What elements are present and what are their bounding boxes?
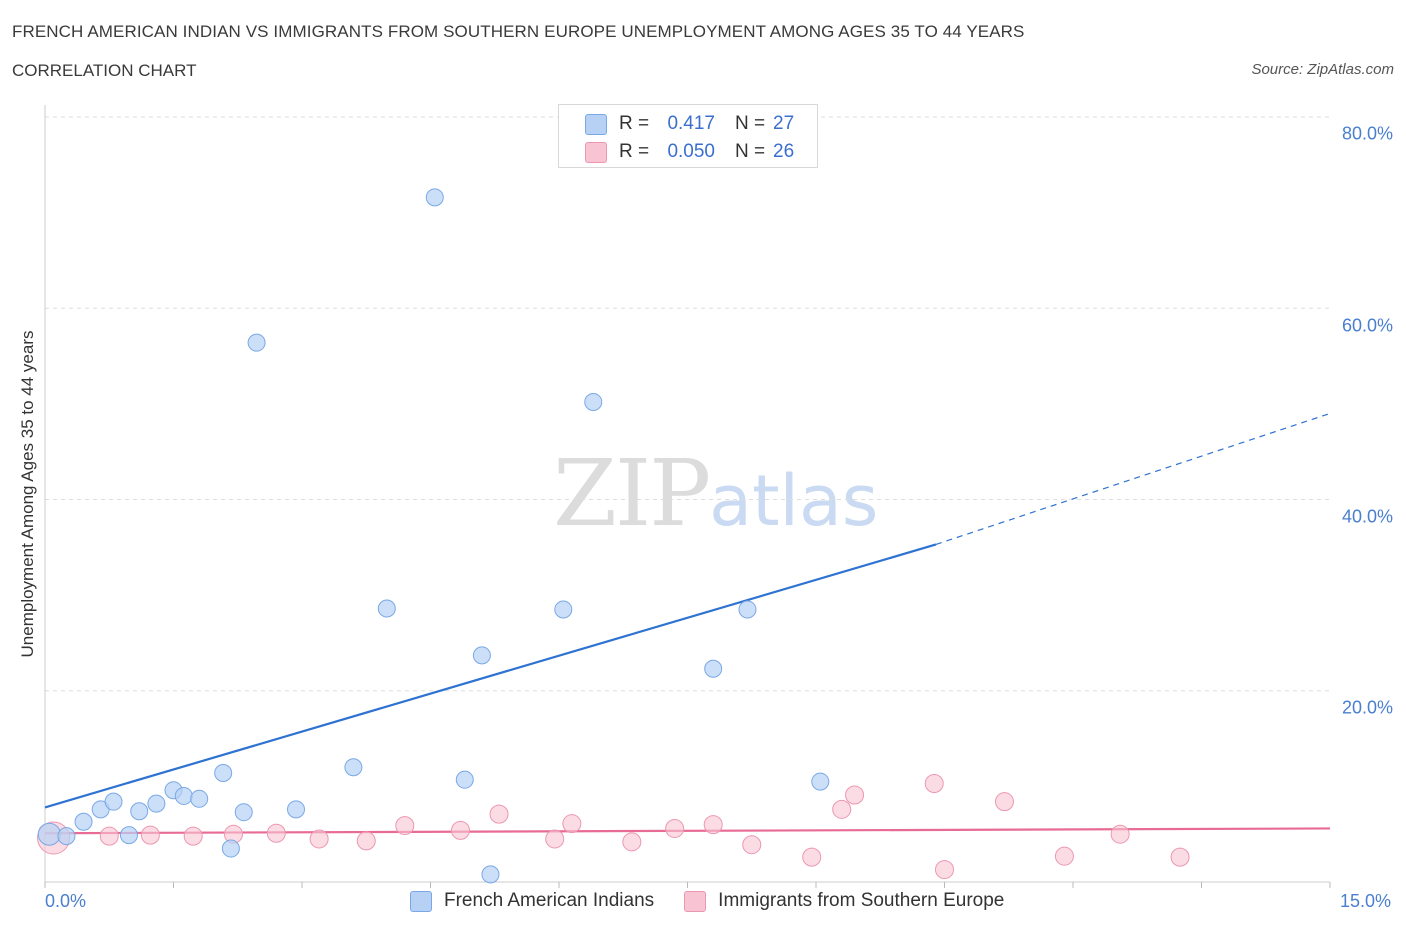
legend-swatch-blue xyxy=(410,890,432,912)
trend-line-french-american-indians xyxy=(44,543,937,809)
legend-swatch-pink xyxy=(585,141,607,163)
data-point-french-american-indians xyxy=(174,786,193,805)
data-point-immigrants-southern-europe xyxy=(395,816,415,836)
data-point-french-american-indians xyxy=(214,763,233,782)
data-point-french-american-indians xyxy=(234,803,253,822)
data-point-immigrants-southern-europe xyxy=(1110,824,1130,844)
watermark-zip: ZIP xyxy=(553,440,711,547)
data-point-immigrants-southern-europe xyxy=(665,818,685,838)
legend-row-series-2: R = 0.050 N = 26 xyxy=(585,140,794,164)
data-point-immigrants-southern-europe xyxy=(622,832,642,852)
x-tick-label: 0.0% xyxy=(45,891,87,911)
y-axis-label: Unemployment Among Ages 35 to 44 years xyxy=(18,330,37,658)
data-point-immigrants-southern-europe xyxy=(450,820,470,840)
data-point-french-american-indians xyxy=(37,822,61,846)
data-point-french-american-indians xyxy=(247,333,266,352)
data-point-immigrants-southern-europe xyxy=(832,799,852,819)
y-tick-label: 80.0% xyxy=(1341,123,1393,144)
data-point-french-american-indians xyxy=(704,659,723,678)
data-point-french-american-indians xyxy=(57,827,76,846)
data-point-french-american-indians xyxy=(738,600,757,619)
data-point-immigrants-southern-europe xyxy=(845,785,865,805)
y-tick-label: 40.0% xyxy=(1341,506,1393,527)
legend-item-french-american-indians[interactable]: French American Indians xyxy=(410,890,654,912)
legend-item-immigrants-southern-europe[interactable]: Immigrants from Southern Europe xyxy=(684,890,1004,912)
legend-n-value: 26 xyxy=(773,141,795,162)
data-point-french-american-indians xyxy=(472,646,491,665)
data-point-french-american-indians xyxy=(811,772,830,791)
data-point-french-american-indians xyxy=(377,599,396,618)
data-point-french-american-indians xyxy=(130,802,149,821)
data-point-immigrants-southern-europe xyxy=(356,831,376,851)
watermark: ZIPatlas xyxy=(553,440,878,547)
correlation-legend: R = 0.417 N = 27 R = 0.050 N = 26 xyxy=(558,104,818,168)
legend-swatch-pink xyxy=(684,890,707,912)
data-point-immigrants-southern-europe xyxy=(489,804,509,824)
data-point-french-american-indians xyxy=(74,812,93,831)
data-point-french-american-indians xyxy=(287,800,306,819)
chart-title: FRENCH AMERICAN INDIAN VS IMMIGRANTS FRO… xyxy=(12,22,1025,41)
data-point-french-american-indians xyxy=(344,758,363,777)
data-point-immigrants-southern-europe xyxy=(802,847,822,867)
data-point-immigrants-southern-europe xyxy=(545,829,565,849)
legend-series-name: Immigrants from Southern Europe xyxy=(718,890,1005,911)
y-tick-label: 20.0% xyxy=(1341,697,1393,718)
data-point-french-american-indians xyxy=(584,392,603,411)
data-point-french-american-indians xyxy=(119,826,138,845)
legend-n-label: N = xyxy=(735,113,766,134)
data-point-french-american-indians xyxy=(425,188,444,207)
legend-n-value: 27 xyxy=(773,113,795,134)
data-point-french-american-indians xyxy=(190,789,209,808)
source-label[interactable]: Source: ZipAtlas.com xyxy=(1251,61,1394,78)
data-point-immigrants-southern-europe xyxy=(1170,847,1190,867)
data-point-immigrants-southern-europe xyxy=(309,829,329,849)
data-point-immigrants-southern-europe xyxy=(935,860,954,880)
legend-row-series-1: R = 0.417 N = 27 xyxy=(585,112,794,136)
legend-r-label: R = xyxy=(619,113,650,134)
data-point-french-american-indians xyxy=(481,865,500,884)
x-tick-label: 15.0% xyxy=(1340,891,1392,911)
data-point-immigrants-southern-europe xyxy=(266,823,286,843)
data-point-french-american-indians xyxy=(455,770,474,789)
series-legend: French American Indians Immigrants from … xyxy=(410,890,1034,912)
data-point-immigrants-southern-europe xyxy=(924,774,944,794)
legend-r-value: 0.417 xyxy=(667,113,715,134)
data-point-immigrants-southern-europe xyxy=(562,814,582,834)
legend-series-name: French American Indians xyxy=(444,890,655,911)
chart-subtitle: CORRELATION CHART xyxy=(12,61,197,80)
legend-n-label: N = xyxy=(735,141,766,162)
data-point-french-american-indians xyxy=(554,600,573,619)
legend-swatch-blue xyxy=(585,113,607,135)
data-point-french-american-indians xyxy=(104,792,123,811)
data-point-french-american-indians xyxy=(221,839,240,858)
legend-r-label: R = xyxy=(619,141,650,162)
data-point-immigrants-southern-europe xyxy=(1054,846,1074,866)
trend-line-extension xyxy=(935,412,1331,546)
data-point-french-american-indians xyxy=(147,794,166,813)
data-point-immigrants-southern-europe xyxy=(183,826,203,846)
data-point-immigrants-southern-europe xyxy=(703,815,723,835)
y-tick-label: 60.0% xyxy=(1341,315,1393,336)
data-point-immigrants-southern-europe xyxy=(99,826,119,846)
data-point-immigrants-southern-europe xyxy=(994,792,1014,812)
legend-r-value: 0.050 xyxy=(667,141,715,162)
data-point-immigrants-southern-europe xyxy=(140,825,160,845)
data-point-immigrants-southern-europe xyxy=(742,835,762,855)
watermark-atlas: atlas xyxy=(709,460,879,542)
